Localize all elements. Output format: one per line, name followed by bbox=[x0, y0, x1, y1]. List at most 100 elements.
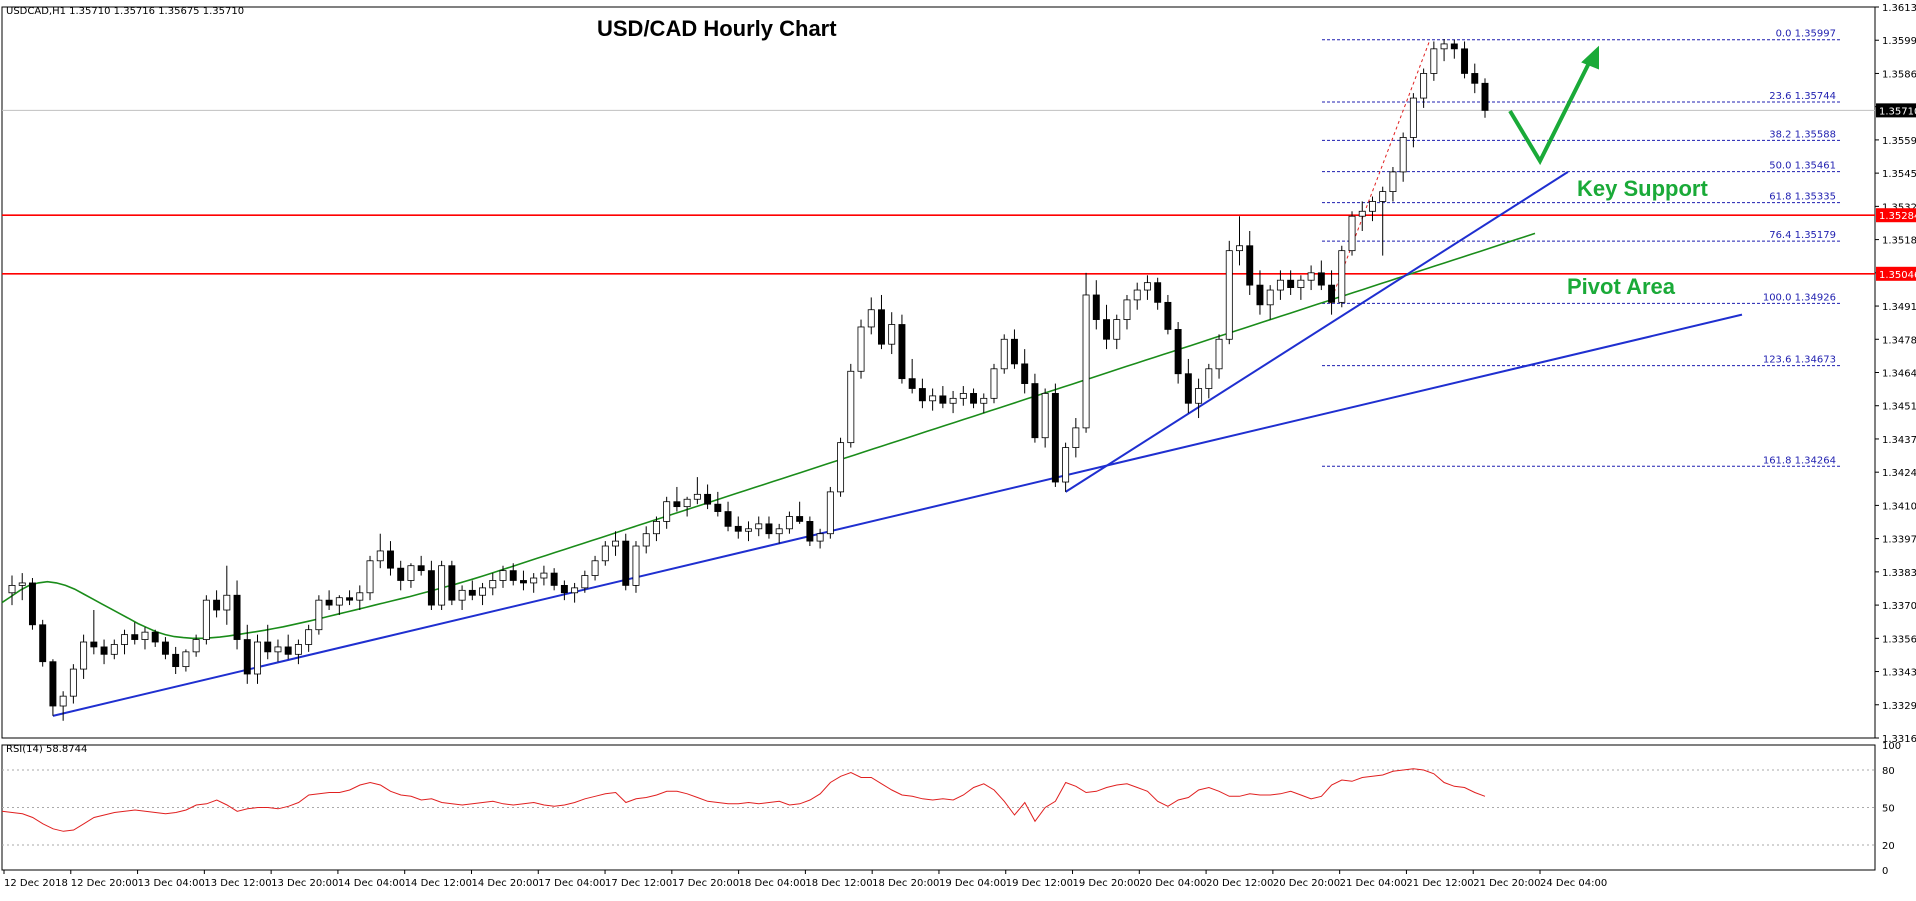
price-tick-label: 1.34645 bbox=[1882, 369, 1916, 380]
candle-body bbox=[929, 395, 937, 402]
candle-body bbox=[571, 587, 579, 594]
candle bbox=[714, 491, 722, 517]
candle-body bbox=[1195, 388, 1203, 404]
candle-body bbox=[785, 516, 793, 530]
candle bbox=[1430, 41, 1438, 81]
candle-body bbox=[346, 597, 354, 601]
candle bbox=[693, 477, 701, 505]
price-tick-label: 1.34240 bbox=[1882, 468, 1916, 479]
candle-body bbox=[1123, 299, 1131, 320]
candle-body bbox=[1092, 294, 1100, 320]
candle-body bbox=[489, 580, 497, 589]
time-tick-label: 12 Dec 2018 bbox=[4, 878, 68, 889]
candle-body bbox=[80, 641, 88, 670]
candle bbox=[1041, 388, 1049, 448]
candle bbox=[1461, 41, 1469, 79]
candle bbox=[1348, 211, 1356, 256]
candle bbox=[141, 627, 149, 650]
candle-body bbox=[530, 577, 538, 584]
symbol-header: USDCAD,H1 1.35710 1.35716 1.35675 1.3571… bbox=[6, 6, 244, 17]
price-tick-label: 1.34780 bbox=[1882, 335, 1916, 346]
candle-body bbox=[642, 533, 650, 547]
candle-body bbox=[59, 695, 67, 707]
candle bbox=[1072, 418, 1080, 458]
candle-body bbox=[734, 525, 742, 532]
candle bbox=[1143, 275, 1151, 300]
candle bbox=[1266, 285, 1274, 320]
candle bbox=[550, 568, 558, 591]
candle bbox=[458, 585, 466, 611]
candle-body bbox=[1154, 282, 1162, 303]
candle bbox=[796, 501, 804, 524]
candle bbox=[724, 501, 732, 532]
time-tick-label: 24 Dec 04:00 bbox=[1540, 878, 1607, 889]
time-tick-label: 20 Dec 12:00 bbox=[1206, 878, 1273, 889]
candle bbox=[1184, 358, 1192, 414]
candle-body bbox=[335, 597, 343, 606]
candle-body bbox=[1205, 368, 1213, 389]
candle bbox=[315, 595, 323, 635]
candle bbox=[560, 580, 568, 601]
candle-body bbox=[376, 550, 384, 562]
candle bbox=[1225, 240, 1233, 345]
candle-body bbox=[652, 521, 660, 535]
candle-body bbox=[458, 589, 466, 601]
time-tick-label: 18 Dec 12:00 bbox=[805, 878, 872, 889]
candle-body bbox=[387, 550, 394, 569]
candle bbox=[1409, 93, 1417, 148]
candle bbox=[1256, 270, 1264, 315]
candle-body bbox=[724, 511, 732, 527]
candle-body bbox=[745, 528, 752, 532]
candle bbox=[1062, 442, 1070, 492]
candle bbox=[1205, 363, 1213, 399]
candle bbox=[1297, 275, 1305, 300]
candle-body bbox=[1000, 338, 1008, 370]
candle bbox=[28, 578, 36, 630]
candle bbox=[254, 634, 261, 684]
candle-body bbox=[970, 393, 978, 404]
candle-body bbox=[1113, 319, 1121, 340]
candle bbox=[519, 570, 527, 591]
candle bbox=[1174, 322, 1182, 384]
candle bbox=[1000, 334, 1008, 374]
candle-body bbox=[1041, 393, 1049, 439]
candle-body bbox=[1471, 73, 1479, 84]
candle-body bbox=[857, 326, 865, 372]
candle bbox=[745, 521, 752, 542]
candle bbox=[652, 516, 660, 542]
candle-body bbox=[1236, 245, 1243, 252]
candle bbox=[632, 541, 640, 593]
price-tick-label: 1.34105 bbox=[1882, 501, 1916, 512]
candle-body bbox=[49, 661, 57, 707]
candle bbox=[601, 541, 609, 566]
candle bbox=[110, 639, 118, 660]
candle-body bbox=[1164, 301, 1172, 330]
candle-body bbox=[714, 503, 722, 512]
candle-body bbox=[1051, 393, 1059, 483]
candle bbox=[581, 570, 589, 593]
candle-body bbox=[775, 528, 783, 535]
candle bbox=[121, 629, 128, 655]
price-tick-label: 1.35320 bbox=[1882, 202, 1916, 213]
candle-body bbox=[755, 523, 763, 530]
candle-body bbox=[479, 587, 487, 596]
candle bbox=[294, 639, 302, 665]
candle-body bbox=[39, 624, 47, 663]
candle bbox=[612, 531, 619, 556]
candle-body bbox=[949, 397, 957, 404]
candle bbox=[1021, 349, 1029, 394]
price-tick-label: 1.33565 bbox=[1882, 634, 1916, 645]
candle-body bbox=[121, 634, 128, 645]
candle-body bbox=[356, 592, 364, 601]
candle-body bbox=[959, 393, 967, 399]
candle-body bbox=[837, 442, 845, 493]
key-support-label: Key Support bbox=[1577, 176, 1708, 201]
candle bbox=[755, 516, 763, 537]
candle-body bbox=[1287, 279, 1295, 288]
candle-body bbox=[622, 540, 630, 586]
candle-body bbox=[192, 639, 200, 653]
rsi-tick-label: 80 bbox=[1882, 766, 1895, 777]
candle-body bbox=[806, 521, 814, 542]
candle-body bbox=[519, 580, 527, 584]
candle-body bbox=[908, 378, 916, 389]
